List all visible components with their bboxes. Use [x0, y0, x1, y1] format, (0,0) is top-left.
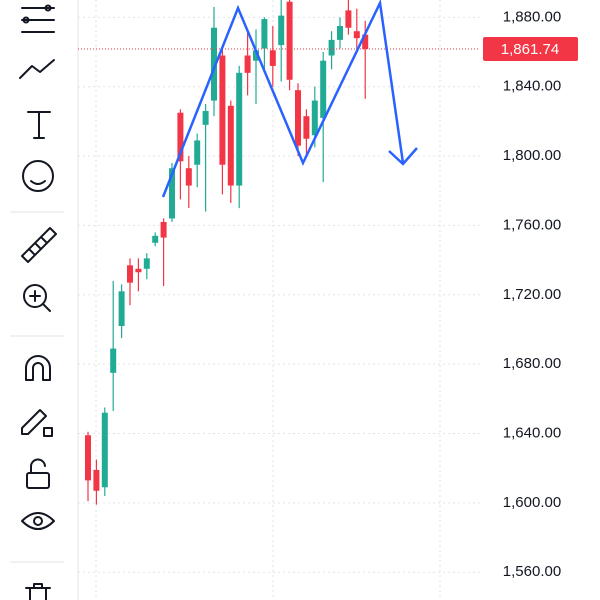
candle-body: [118, 291, 125, 327]
candle-body: [177, 112, 184, 162]
pattern-arrow: [388, 147, 418, 166]
tool-trend[interactable]: [19, 59, 55, 79]
tool-ruler[interactable]: [21, 227, 57, 263]
candle-body: [236, 72, 243, 186]
tool-magnet[interactable]: [25, 355, 51, 381]
last-price-badge: [483, 37, 578, 62]
candle-body: [295, 90, 301, 146]
candle-body: [211, 27, 217, 101]
candle-body: [127, 265, 133, 283]
candle-body: [101, 412, 108, 488]
candle-body: [261, 19, 268, 49]
candle-body: [320, 60, 327, 118]
candle-body: [202, 110, 209, 125]
tool-lock[interactable]: [26, 458, 50, 489]
candle-body: [337, 26, 343, 40]
candle-body: [152, 235, 159, 243]
candle-body: [135, 268, 142, 273]
candle-body: [278, 15, 285, 46]
candle-body: [244, 55, 251, 73]
y-tick-label: 1,680.00: [503, 355, 561, 372]
toolbar: [10, 4, 64, 600]
candle-body: [219, 55, 226, 165]
tool-lock-drawing[interactable]: [21, 409, 53, 437]
pattern-drawing: [161, 0, 405, 198]
candle-body: [194, 140, 201, 165]
candle-body: [110, 348, 117, 373]
candle-body: [160, 221, 167, 238]
candle-body: [345, 10, 352, 28]
candle-body: [185, 168, 192, 186]
y-tick-label: 1,560.00: [503, 563, 561, 580]
tool-emoji[interactable]: [22, 160, 54, 192]
candle-body: [303, 116, 310, 139]
tool-text[interactable]: [27, 111, 51, 139]
y-tick-label: 1,880.00: [503, 8, 561, 25]
candle-body: [85, 435, 91, 481]
tool-visibility[interactable]: [21, 512, 55, 530]
y-tick-label: 1,840.00: [503, 78, 561, 95]
tool-lines[interactable]: [21, 4, 55, 33]
candle-body: [253, 50, 259, 61]
candle-body: [311, 100, 318, 136]
candle-body: [269, 50, 276, 66]
y-tick-label: 1,800.00: [503, 147, 561, 164]
y-tick-label: 1,640.00: [503, 424, 561, 441]
candle-body: [286, 1, 293, 80]
tool-zoom[interactable]: [23, 284, 51, 312]
candle-body: [353, 31, 360, 39]
candle-body: [169, 168, 175, 219]
last-price-label: 1,861.74: [501, 41, 559, 58]
candle-body: [362, 34, 369, 50]
eye-pupil: [33, 516, 43, 526]
candle-body: [93, 469, 100, 491]
plot: [78, 0, 480, 573]
y-tick-label: 1,760.00: [503, 216, 561, 233]
candle-body: [328, 39, 335, 56]
candle-body: [227, 105, 234, 186]
y-tick-label: 1,600.00: [503, 494, 561, 511]
y-tick-label: 1,720.00: [503, 286, 561, 303]
tool-delete[interactable]: [25, 583, 51, 600]
candle-body: [143, 258, 150, 269]
